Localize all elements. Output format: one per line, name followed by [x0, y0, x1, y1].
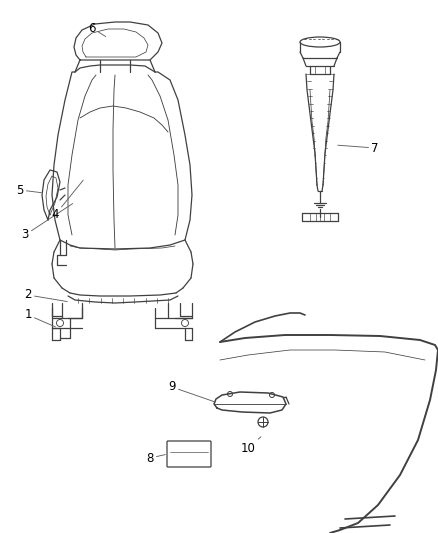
- Text: 3: 3: [21, 204, 73, 241]
- Text: 10: 10: [240, 437, 261, 455]
- Text: 7: 7: [338, 141, 379, 155]
- Text: 4: 4: [51, 180, 83, 222]
- Text: 9: 9: [168, 381, 215, 402]
- Text: 1: 1: [24, 309, 56, 327]
- Text: 5: 5: [16, 183, 41, 197]
- Text: 2: 2: [24, 288, 67, 302]
- Text: 8: 8: [146, 451, 165, 464]
- Text: 6: 6: [88, 21, 106, 37]
